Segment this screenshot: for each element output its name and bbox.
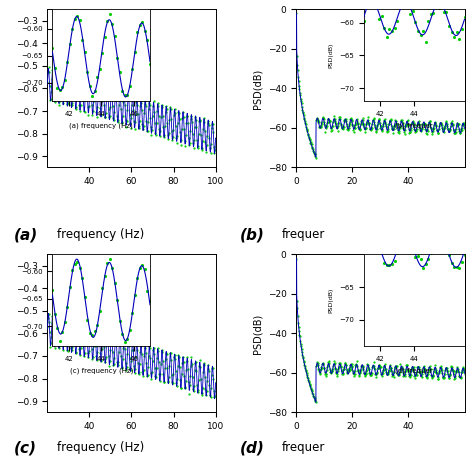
Text: (a): (a) [14, 227, 38, 242]
Text: (d): (d) [239, 440, 264, 456]
Text: frequency (Hz): frequency (Hz) [57, 441, 144, 455]
Text: (c): (c) [14, 440, 37, 456]
Y-axis label: PSD(dB): PSD(dB) [252, 68, 262, 109]
Text: frequer: frequer [282, 228, 326, 241]
Text: (b): (b) [239, 227, 264, 242]
Y-axis label: PSD(dB): PSD(dB) [252, 313, 262, 354]
Text: frequency (Hz): frequency (Hz) [57, 228, 144, 241]
Text: frequer: frequer [282, 441, 326, 455]
